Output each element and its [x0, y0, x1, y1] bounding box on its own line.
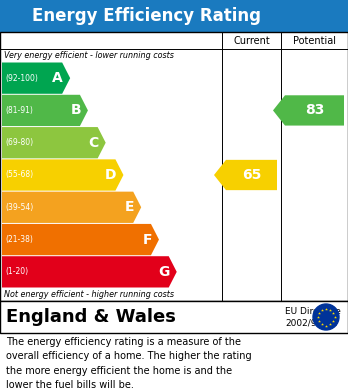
Text: E: E	[125, 200, 134, 214]
Text: Not energy efficient - higher running costs: Not energy efficient - higher running co…	[4, 290, 174, 299]
Text: (81-91): (81-91)	[5, 106, 33, 115]
Text: G: G	[158, 265, 170, 279]
Text: A: A	[53, 71, 63, 85]
Polygon shape	[2, 256, 177, 287]
Text: 83: 83	[305, 104, 324, 117]
Polygon shape	[2, 95, 88, 126]
Text: (21-38): (21-38)	[5, 235, 33, 244]
Text: (1-20): (1-20)	[5, 267, 28, 276]
Text: 65: 65	[242, 168, 261, 182]
Text: Potential: Potential	[293, 36, 336, 45]
Text: Energy Efficiency Rating: Energy Efficiency Rating	[32, 7, 261, 25]
Polygon shape	[2, 160, 124, 191]
Polygon shape	[2, 192, 141, 223]
Circle shape	[313, 304, 339, 330]
Text: Very energy efficient - lower running costs: Very energy efficient - lower running co…	[4, 51, 174, 60]
Text: (92-100): (92-100)	[5, 74, 38, 83]
Text: C: C	[88, 136, 99, 150]
Text: England & Wales: England & Wales	[6, 308, 176, 326]
FancyBboxPatch shape	[0, 32, 348, 301]
Text: D: D	[105, 168, 117, 182]
FancyBboxPatch shape	[0, 0, 348, 32]
Polygon shape	[273, 95, 344, 126]
Polygon shape	[214, 160, 277, 190]
Text: (39-54): (39-54)	[5, 203, 33, 212]
Text: (69-80): (69-80)	[5, 138, 33, 147]
Polygon shape	[2, 127, 106, 158]
FancyBboxPatch shape	[0, 301, 348, 333]
Text: F: F	[142, 233, 152, 247]
Text: The energy efficiency rating is a measure of the
overall efficiency of a home. T: The energy efficiency rating is a measur…	[6, 337, 252, 390]
Text: (55-68): (55-68)	[5, 170, 33, 179]
Text: EU Directive
2002/91/EC: EU Directive 2002/91/EC	[285, 307, 341, 327]
Text: Current: Current	[233, 36, 270, 45]
Text: B: B	[70, 104, 81, 117]
Polygon shape	[2, 63, 70, 94]
Polygon shape	[2, 224, 159, 255]
